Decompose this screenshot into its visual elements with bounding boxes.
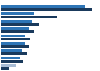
Bar	[0, 45, 29, 48]
Bar	[0, 16, 57, 18]
Bar	[0, 12, 34, 15]
Bar	[0, 35, 25, 37]
Bar	[0, 64, 16, 67]
Bar	[0, 52, 27, 55]
Bar	[0, 5, 85, 8]
Bar	[0, 42, 25, 45]
Bar	[0, 38, 30, 40]
Bar	[0, 8, 92, 11]
Bar	[0, 27, 29, 30]
Bar	[0, 60, 23, 63]
Bar	[0, 67, 9, 70]
Bar	[0, 23, 39, 26]
Bar	[0, 30, 34, 33]
Bar	[0, 49, 22, 52]
Bar	[0, 20, 32, 23]
Bar	[0, 57, 20, 59]
